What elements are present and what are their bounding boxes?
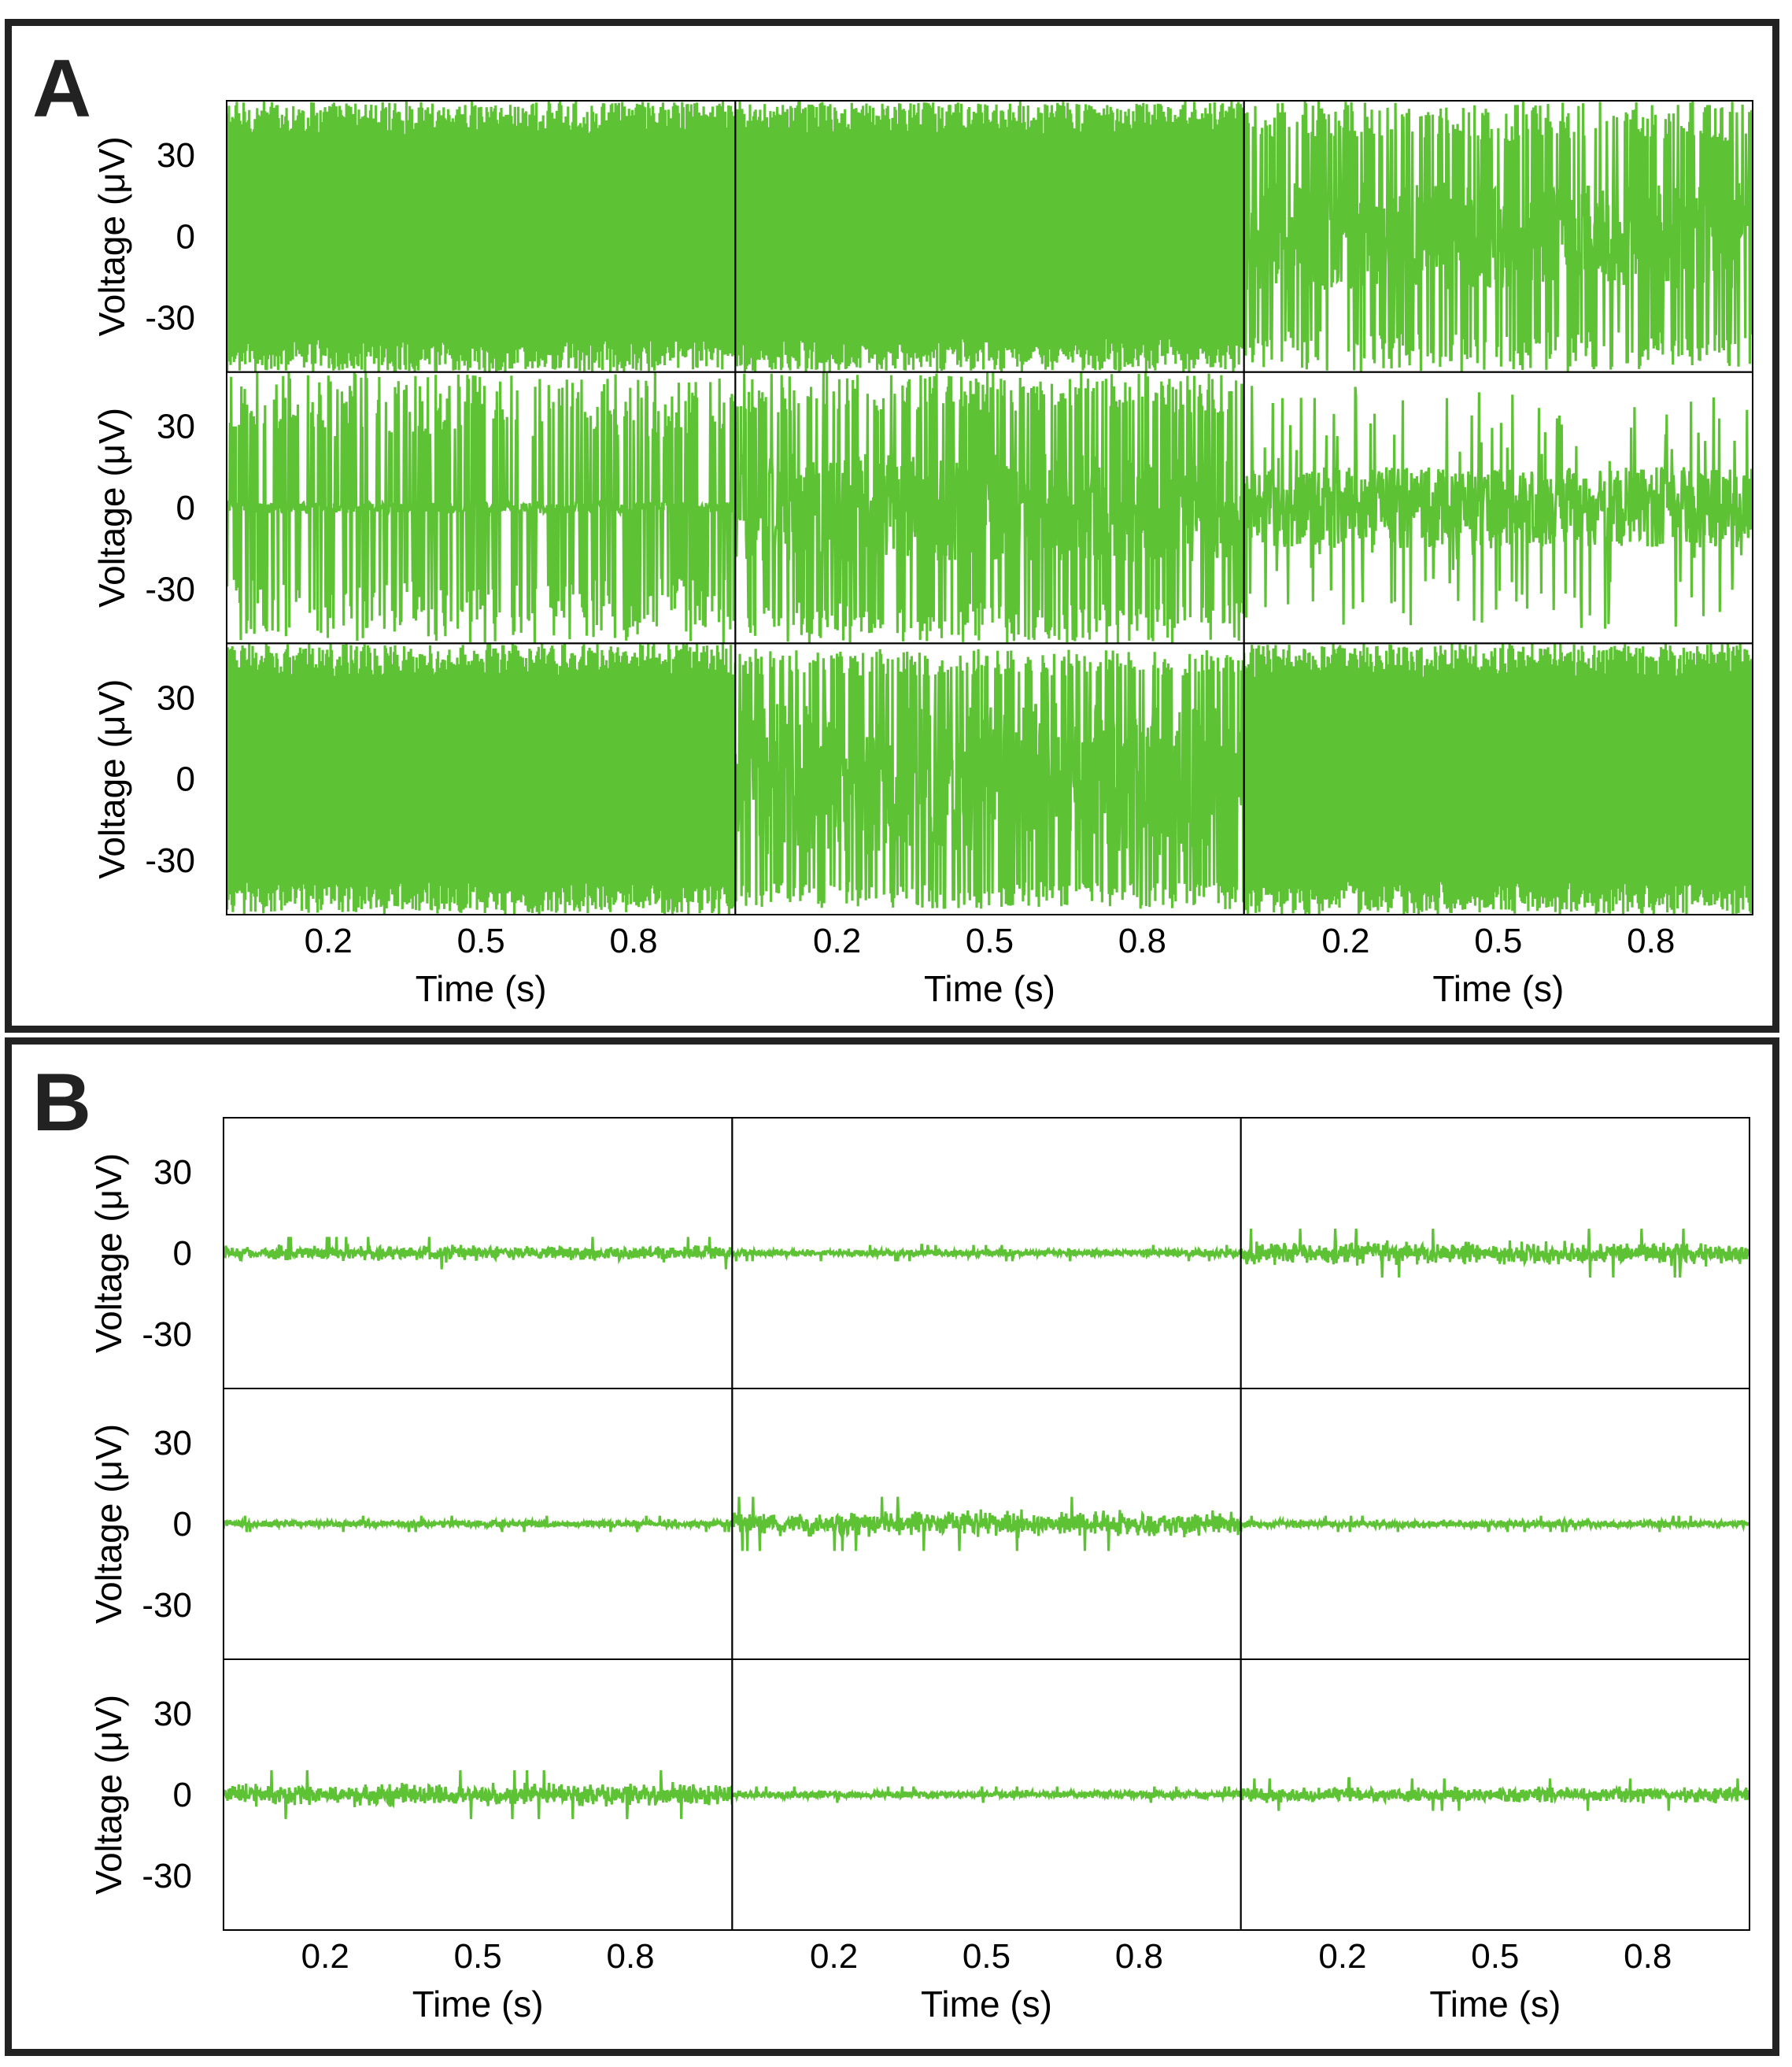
y-tick-label: -30 [142, 1857, 192, 1895]
series-trace [1240, 1228, 1750, 1278]
y-axis-label: Voltage (μV) [88, 1695, 129, 1895]
x-tick-label: 0.8 [1627, 922, 1675, 960]
series-trace [224, 1237, 733, 1270]
series-trace [227, 101, 736, 372]
y-axis-label: Voltage (μV) [91, 408, 132, 608]
x-tick-label: 0.2 [305, 922, 353, 960]
series-trace [224, 1769, 733, 1820]
y-axis-label: Voltage (μV) [91, 136, 132, 336]
y-tick-label: 0 [176, 760, 195, 799]
x-tick-label: 0.2 [810, 1937, 858, 1976]
x-axis-label: Time (s) [416, 968, 547, 1009]
y-tick-label: 30 [157, 679, 195, 717]
x-axis-label: Time (s) [924, 968, 1055, 1009]
y-tick-label: 0 [173, 1776, 192, 1814]
series-trace [1240, 1514, 1750, 1533]
x-axis-label: Time (s) [1432, 968, 1564, 1009]
x-axis-label: Time (s) [1429, 1984, 1561, 2024]
subplot-frame [1243, 642, 1753, 915]
series-trace [735, 101, 1244, 372]
x-tick-label: 0.5 [963, 1937, 1011, 1976]
x-tick-label: 0.8 [1115, 1937, 1163, 1976]
series-trace [227, 372, 736, 643]
x-tick-label: 0.2 [1321, 922, 1369, 960]
y-tick-label: 0 [176, 489, 195, 527]
y-tick-label: 0 [173, 1234, 192, 1273]
y-tick-label: 30 [157, 408, 195, 446]
series-trace [1243, 386, 1753, 629]
series-trace [1243, 643, 1753, 915]
chart-panel-a: 30 0 -30 Voltage (μV) 30 0 -30 Voltage (μV) 30 0 -… [91, 100, 1753, 1009]
x-tick-label: 0.5 [1474, 922, 1522, 960]
x-tick-label: 0.5 [966, 922, 1014, 960]
y-tick-label: -30 [145, 841, 195, 880]
series-trace [1243, 101, 1753, 372]
x-tick-label: 0.5 [1471, 1937, 1519, 1976]
panel-b: B [5, 1037, 1779, 2056]
panel-label: A [32, 43, 91, 135]
y-tick-label: 0 [173, 1505, 192, 1544]
y-tick-label: 30 [153, 1424, 192, 1462]
y-tick-label: -30 [145, 570, 195, 608]
series-trace [227, 643, 736, 915]
panel-label: B [32, 1057, 91, 1148]
series-trace [224, 1515, 733, 1533]
y-axis-label: Voltage (μV) [88, 1153, 129, 1353]
chart-panel-b: 30 0 -30 Voltage (μV) 30 0 -30 Voltage (μV) 30 0 -… [88, 1117, 1750, 2024]
y-tick-label: 0 [176, 217, 195, 256]
x-tick-label: 0.8 [1118, 922, 1166, 960]
y-tick-label: 30 [153, 1153, 192, 1192]
x-axis-label: Time (s) [412, 1984, 544, 2024]
series-trace [1240, 1777, 1750, 1811]
x-tick-label: 0.2 [813, 922, 861, 960]
x-tick-label: 0.8 [1624, 1937, 1672, 1976]
y-axis-label: Voltage (μV) [88, 1424, 129, 1624]
y-axis-label: Voltage (μV) [91, 679, 132, 879]
x-tick-label: 0.2 [301, 1937, 349, 1976]
x-axis-label: Time (s) [921, 1984, 1052, 2024]
y-tick-label: -30 [145, 299, 195, 338]
x-tick-label: 0.2 [1318, 1937, 1366, 1976]
series-trace [732, 1496, 1241, 1551]
series-trace [732, 1244, 1241, 1263]
series-trace [735, 372, 1244, 644]
y-tick-label: -30 [142, 1315, 192, 1354]
series-trace [735, 649, 1244, 910]
x-tick-label: 0.8 [606, 1937, 654, 1976]
x-tick-label: 0.5 [457, 922, 505, 960]
y-tick-label: -30 [142, 1586, 192, 1625]
y-tick-label: 30 [157, 136, 195, 175]
x-tick-label: 0.5 [454, 1937, 502, 1976]
y-tick-label: 30 [153, 1695, 192, 1733]
x-tick-label: 0.8 [609, 922, 657, 960]
subplot-frame [1240, 1658, 1750, 1931]
series-trace [732, 1786, 1241, 1803]
